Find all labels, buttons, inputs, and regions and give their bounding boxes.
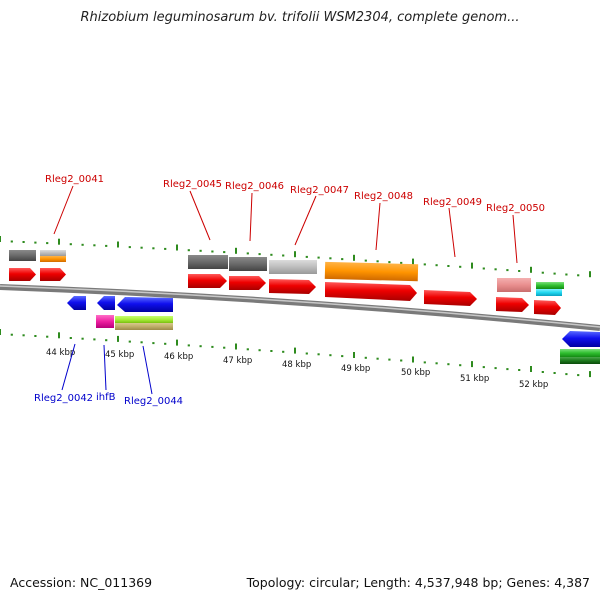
- tick-label: 47 kbp: [223, 356, 252, 366]
- upper-tick-track: [0, 236, 591, 278]
- label-leader: [512, 214, 518, 264]
- forward-gene-track: [9, 268, 561, 315]
- label-leader: [294, 195, 317, 246]
- gene-arrow-forward[interactable]: [9, 268, 36, 281]
- label-leader: [61, 343, 76, 391]
- label-leader: [249, 192, 253, 242]
- feature-box[interactable]: [324, 261, 419, 282]
- gene-arrow-reverse[interactable]: [67, 296, 86, 310]
- feature-box[interactable]: [560, 349, 600, 357]
- gene-label-rleg2-0046[interactable]: Rleg2_0046: [225, 181, 284, 192]
- label-leader: [103, 344, 107, 391]
- gene-arrow-forward[interactable]: [269, 279, 316, 294]
- tick-label: 51 kbp: [460, 374, 489, 384]
- tick-label: 49 kbp: [341, 364, 370, 374]
- feature-track-upper: [9, 250, 564, 296]
- tick-label: 44 kbp: [46, 348, 75, 358]
- gene-arrow-forward[interactable]: [188, 274, 227, 288]
- tick-label: 50 kbp: [401, 368, 430, 378]
- gene-arrow-reverse[interactable]: [562, 331, 600, 347]
- feature-box[interactable]: [536, 282, 564, 289]
- label-leader: [142, 345, 153, 395]
- gene-arrow-forward[interactable]: [534, 300, 561, 315]
- feature-box[interactable]: [96, 315, 114, 328]
- feature-box[interactable]: [497, 278, 531, 292]
- feature-box[interactable]: [536, 289, 562, 296]
- gene-label-rleg2-0044[interactable]: Rleg2_0044: [124, 396, 183, 407]
- feature-box[interactable]: [115, 323, 173, 330]
- label-leader: [53, 185, 74, 235]
- gene-arrow-forward[interactable]: [229, 276, 266, 290]
- genome-backbone: [0, 284, 600, 331]
- feature-box[interactable]: [188, 255, 228, 269]
- feature-box[interactable]: [40, 256, 66, 262]
- topology-info-text: Topology: circular; Length: 4,537,948 bp…: [246, 575, 590, 590]
- scale-labels: 44 kbp 45 kbp 46 kbp 47 kbp 48 kbp 49 kb…: [46, 348, 548, 390]
- feature-box[interactable]: [40, 250, 66, 256]
- gene-label-rleg2-0047[interactable]: Rleg2_0047: [290, 185, 349, 196]
- feature-box[interactable]: [9, 250, 36, 261]
- gene-label-rleg2-0050[interactable]: Rleg2_0050: [486, 203, 545, 214]
- tick-label: 52 kbp: [519, 380, 548, 390]
- label-leader: [375, 202, 381, 251]
- map-title: Rhizobium leguminosarum bv. trifolii WSM…: [80, 10, 520, 25]
- gene-label-rleg2-0049[interactable]: Rleg2_0049: [423, 197, 482, 208]
- tick-label: 48 kbp: [282, 360, 311, 370]
- reverse-gene-track: [67, 296, 600, 347]
- gene-arrow-forward[interactable]: [325, 282, 417, 301]
- feature-box[interactable]: [229, 257, 267, 271]
- gene-arrow-reverse[interactable]: [97, 296, 115, 310]
- tick-label: 46 kbp: [164, 352, 193, 362]
- gene-label-rleg2-0042[interactable]: Rleg2_0042: [34, 393, 93, 404]
- label-leader: [448, 207, 456, 258]
- forward-gene-labels: Rleg2_0041 Rleg2_0045 Rleg2_0046 Rleg2_0…: [45, 174, 545, 264]
- gene-arrow-forward[interactable]: [496, 297, 529, 312]
- gene-arrow-reverse[interactable]: [117, 297, 173, 312]
- gene-label-ihfb[interactable]: ihfB: [96, 392, 116, 403]
- feature-track-lower: [96, 315, 600, 364]
- gene-arrow-forward[interactable]: [424, 290, 477, 306]
- feature-box[interactable]: [560, 357, 600, 364]
- gene-label-rleg2-0041[interactable]: Rleg2_0041: [45, 174, 104, 185]
- accession-text: Accession: NC_011369: [10, 575, 153, 590]
- gene-label-rleg2-0045[interactable]: Rleg2_0045: [163, 179, 222, 190]
- feature-box[interactable]: [269, 260, 317, 274]
- feature-box[interactable]: [115, 316, 173, 323]
- tick-label: 45 kbp: [105, 350, 134, 360]
- lower-tick-track: [0, 329, 591, 378]
- reverse-gene-labels: Rleg2_0042 ihfB Rleg2_0044: [34, 343, 183, 407]
- gene-label-rleg2-0048[interactable]: Rleg2_0048: [354, 191, 413, 202]
- gene-arrow-forward[interactable]: [40, 268, 66, 281]
- label-leader: [189, 190, 211, 241]
